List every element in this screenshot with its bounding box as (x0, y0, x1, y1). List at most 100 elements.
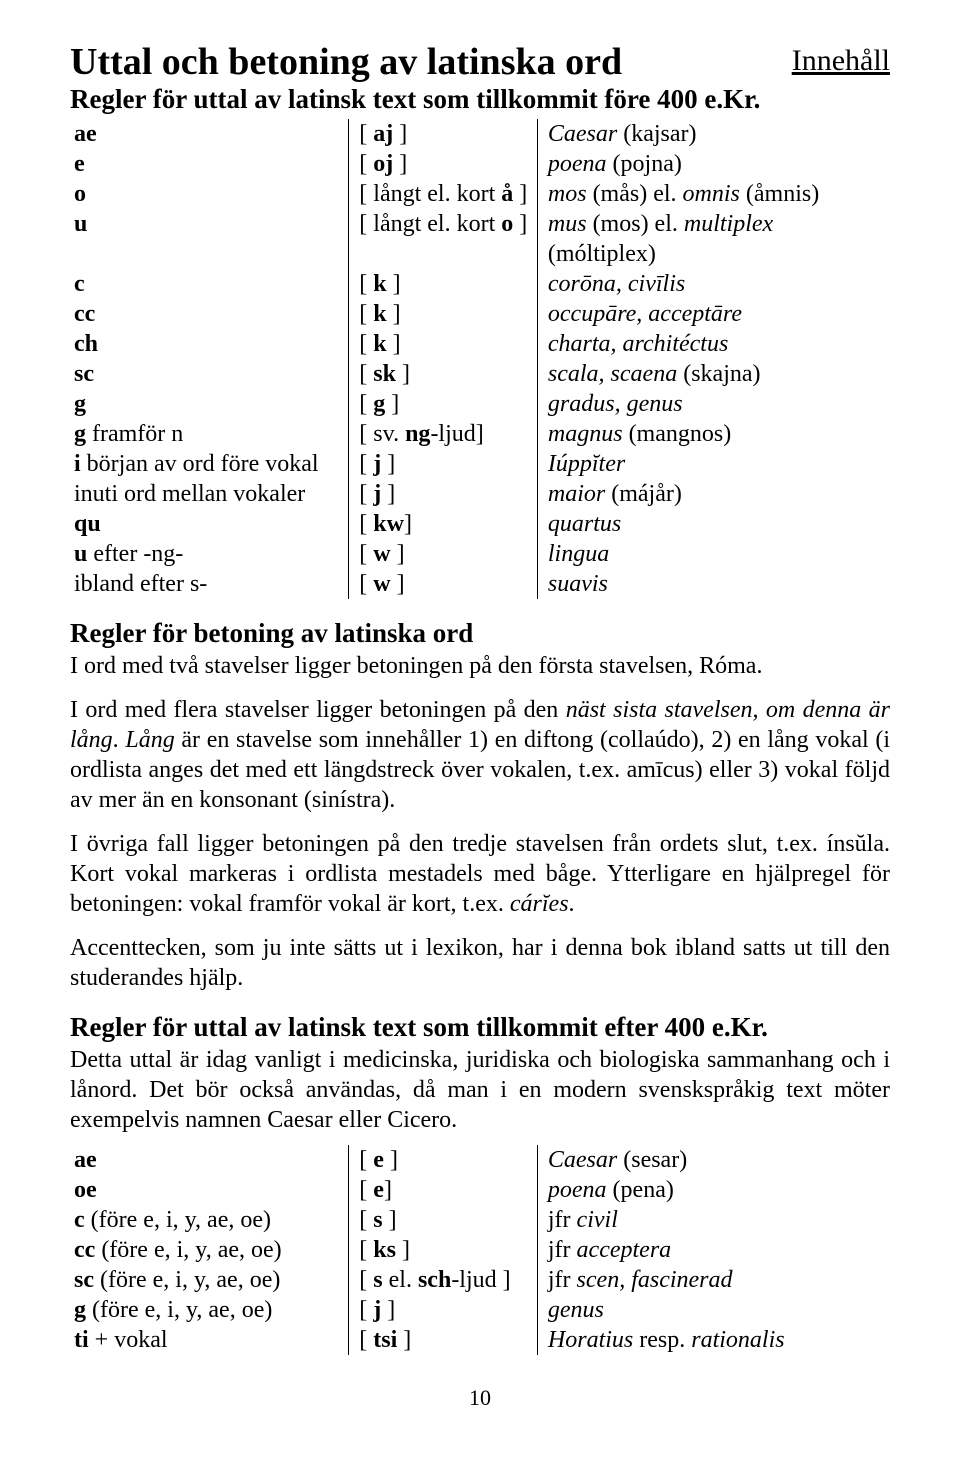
pronunciation-table-2: ae[ e ]Caesar (sesar)oe[ e]poena (pena)c… (70, 1145, 890, 1355)
table-row: qu[ kw]quartus (70, 509, 890, 539)
example-cell: suavis (537, 569, 890, 599)
example-cell: occupāre, acceptāre (537, 299, 890, 329)
grapheme-cell: ti + vokal (70, 1325, 349, 1355)
example-cell: charta, architéctus (537, 329, 890, 359)
phonetic-cell: [ sk ] (349, 359, 538, 389)
example-cell: jfr acceptera (537, 1235, 890, 1265)
grapheme-cell: ch (70, 329, 349, 359)
table-row: g[ g ]gradus, genus (70, 389, 890, 419)
example-cell: corōna, civīlis (537, 269, 890, 299)
table-row: c[ k ]corōna, civīlis (70, 269, 890, 299)
table-row: i början av ord före vokal[ j ]Iúppĭter (70, 449, 890, 479)
table-row: g (före e, i, y, ae, oe)[ j ]genus (70, 1295, 890, 1325)
phonetic-cell: [ s ] (349, 1205, 538, 1235)
section2-heading: Regler för betoning av latinska ord (70, 618, 473, 648)
grapheme-cell: cc (70, 299, 349, 329)
grapheme-cell: e (70, 149, 349, 179)
grapheme-cell: sc (70, 359, 349, 389)
table-row: oe[ e]poena (pena) (70, 1175, 890, 1205)
section3-intro: Detta uttal är idag vanligt i medicinska… (70, 1047, 890, 1133)
phonetic-cell: [ j ] (349, 449, 538, 479)
table-row: ibland efter s-[ w ]suavis (70, 569, 890, 599)
phonetic-cell: [ w ] (349, 569, 538, 599)
example-cell: mos (mås) el. omnis (åmnis) (537, 179, 890, 209)
example-cell: Caesar (kajsar) (537, 119, 890, 149)
grapheme-cell: c (70, 269, 349, 299)
example-cell: scala, scaena (skajna) (537, 359, 890, 389)
grapheme-cell: oe (70, 1175, 349, 1205)
table-row: u[ långt el. kort o ]mus (mos) el. multi… (70, 209, 890, 269)
toc-link[interactable]: Innehåll (792, 44, 890, 78)
page-title: Uttal och betoning av latinska ord (70, 40, 622, 84)
phonetic-cell: [ k ] (349, 269, 538, 299)
table-row: e[ oj ]poena (pojna) (70, 149, 890, 179)
pronunciation-table-1: ae[ aj ]Caesar (kajsar)e[ oj ]poena (poj… (70, 119, 890, 599)
grapheme-cell: sc (före e, i, y, ae, oe) (70, 1265, 349, 1295)
table-row: ae[ e ]Caesar (sesar) (70, 1145, 890, 1175)
table-row: o[ långt el. kort å ]mos (mås) el. omnis… (70, 179, 890, 209)
table-row: sc (före e, i, y, ae, oe)[ s el. sch-lju… (70, 1265, 890, 1295)
phonetic-cell: [ k ] (349, 329, 538, 359)
phonetic-cell: [ j ] (349, 1295, 538, 1325)
table-row: cc[ k ]occupāre, acceptāre (70, 299, 890, 329)
grapheme-cell: u efter -ng- (70, 539, 349, 569)
section2-p4: Accenttecken, som ju inte sätts ut i lex… (70, 933, 890, 993)
phonetic-cell: [ g ] (349, 389, 538, 419)
table-row: sc[ sk ]scala, scaena (skajna) (70, 359, 890, 389)
section2-p3: I övriga fall ligger betoningen på den t… (70, 829, 890, 919)
grapheme-cell: c (före e, i, y, ae, oe) (70, 1205, 349, 1235)
table-row: c (före e, i, y, ae, oe)[ s ]jfr civil (70, 1205, 890, 1235)
grapheme-cell: cc (före e, i, y, ae, oe) (70, 1235, 349, 1265)
phonetic-cell: [ s el. sch-ljud ] (349, 1265, 538, 1295)
example-cell: quartus (537, 509, 890, 539)
phonetic-cell: [ e] (349, 1175, 538, 1205)
grapheme-cell: g (före e, i, y, ae, oe) (70, 1295, 349, 1325)
section2-p2: I ord med flera stavelser ligger betonin… (70, 695, 890, 815)
phonetic-cell: [ j ] (349, 479, 538, 509)
table-row: cc (före e, i, y, ae, oe)[ ks ]jfr accep… (70, 1235, 890, 1265)
example-cell: magnus (mangnos) (537, 419, 890, 449)
phonetic-cell: [ långt el. kort o ] (349, 209, 538, 269)
page-number: 10 (70, 1385, 890, 1411)
table-row: inuti ord mellan vokaler[ j ]maior (májå… (70, 479, 890, 509)
grapheme-cell: o (70, 179, 349, 209)
grapheme-cell: ae (70, 119, 349, 149)
phonetic-cell: [ k ] (349, 299, 538, 329)
grapheme-cell: u (70, 209, 349, 269)
grapheme-cell: qu (70, 509, 349, 539)
example-cell: mus (mos) el. multiplex (móltiplex) (537, 209, 890, 269)
example-cell: maior (májår) (537, 479, 890, 509)
grapheme-cell: g framför n (70, 419, 349, 449)
example-cell: jfr scen, fascinerad (537, 1265, 890, 1295)
table-row: ti + vokal[ tsi ]Horatius resp. rational… (70, 1325, 890, 1355)
example-cell: Horatius resp. rationalis (537, 1325, 890, 1355)
section3-heading: Regler för uttal av latinsk text som til… (70, 1012, 768, 1042)
grapheme-cell: ae (70, 1145, 349, 1175)
table-row: ch[ k ]charta, architéctus (70, 329, 890, 359)
phonetic-cell: [ aj ] (349, 119, 538, 149)
phonetic-cell: [ w ] (349, 539, 538, 569)
grapheme-cell: ibland efter s- (70, 569, 349, 599)
table-row: g framför n[ sv. ng-ljud]magnus (mangnos… (70, 419, 890, 449)
phonetic-cell: [ långt el. kort å ] (349, 179, 538, 209)
grapheme-cell: inuti ord mellan vokaler (70, 479, 349, 509)
phonetic-cell: [ sv. ng-ljud] (349, 419, 538, 449)
phonetic-cell: [ kw] (349, 509, 538, 539)
phonetic-cell: [ oj ] (349, 149, 538, 179)
phonetic-cell: [ ks ] (349, 1235, 538, 1265)
table-row: ae[ aj ]Caesar (kajsar) (70, 119, 890, 149)
section2-p1: I ord med två stavelser ligger betoninge… (70, 653, 762, 679)
grapheme-cell: g (70, 389, 349, 419)
table-row: u efter -ng-[ w ]lingua (70, 539, 890, 569)
section1-heading: Regler för uttal av latinsk text som til… (70, 84, 890, 115)
example-cell: lingua (537, 539, 890, 569)
example-cell: poena (pena) (537, 1175, 890, 1205)
example-cell: jfr civil (537, 1205, 890, 1235)
example-cell: poena (pojna) (537, 149, 890, 179)
example-cell: Iúppĭter (537, 449, 890, 479)
grapheme-cell: i början av ord före vokal (70, 449, 349, 479)
example-cell: genus (537, 1295, 890, 1325)
phonetic-cell: [ tsi ] (349, 1325, 538, 1355)
example-cell: Caesar (sesar) (537, 1145, 890, 1175)
example-cell: gradus, genus (537, 389, 890, 419)
